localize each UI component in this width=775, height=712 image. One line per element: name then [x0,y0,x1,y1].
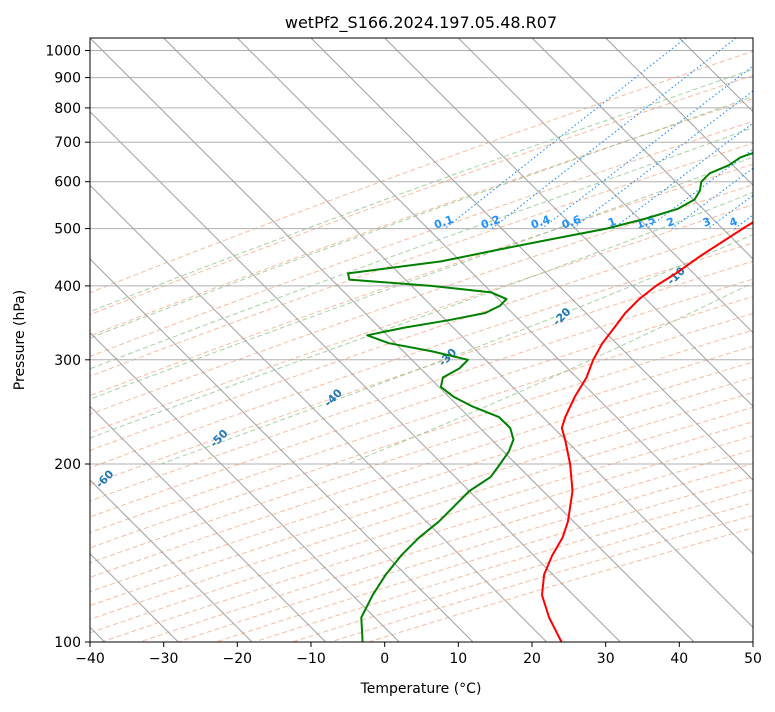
x-tick-label: −10 [296,651,326,667]
x-tick-label: 10 [449,651,467,667]
y-tick-label: 600 [54,175,81,191]
x-tick-label: −20 [223,651,253,667]
x-tick-label: −40 [75,651,105,667]
y-tick-label: 400 [54,279,81,295]
y-tick-label: 200 [54,457,81,473]
x-tick-label: −30 [149,651,179,667]
y-tick-label: 500 [54,222,81,238]
x-tick-label: 50 [744,651,762,667]
x-axis-label: Temperature (°C) [360,681,482,697]
y-tick-label: 700 [54,135,81,151]
x-tick-label: 0 [380,651,389,667]
x-tick-label: 20 [523,651,541,667]
x-tick-label: 40 [670,651,688,667]
y-tick-label: 800 [54,101,81,117]
y-tick-label: 900 [54,71,81,87]
chart-title: wetPf2_S166.2024.197.05.48.R07 [285,13,557,33]
y-tick-label: 100 [54,635,81,651]
y-tick-label: 1000 [45,44,81,60]
x-tick-label: 30 [597,651,615,667]
y-tick-label: 300 [54,353,81,369]
y-axis-label: Pressure (hPa) [12,290,28,390]
